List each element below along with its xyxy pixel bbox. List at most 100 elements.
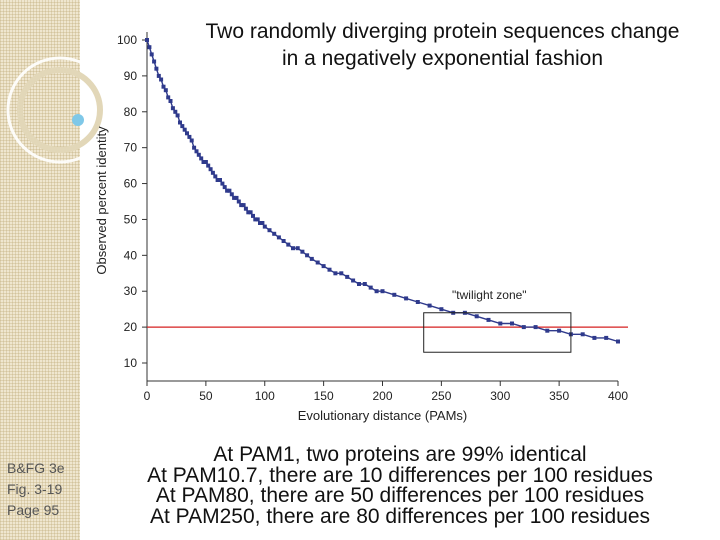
data-point <box>315 260 320 265</box>
data-point <box>187 134 192 139</box>
data-point <box>286 242 291 247</box>
data-point <box>362 282 367 286</box>
data-point <box>239 203 244 208</box>
y-tick-label: 10 <box>124 356 138 370</box>
data-point <box>192 145 197 150</box>
data-point <box>185 131 189 136</box>
data-point <box>295 246 300 251</box>
data-point <box>415 300 420 304</box>
y-tick-label: 90 <box>124 69 138 83</box>
data-point <box>345 274 350 279</box>
reference-line: Page 95 <box>7 502 60 518</box>
y-tick-label: 60 <box>124 177 138 191</box>
y-axis-label: Observed percent identity <box>94 126 109 275</box>
data-point <box>225 188 230 193</box>
data-point <box>251 213 255 218</box>
data-point <box>248 210 253 215</box>
data-point <box>241 203 246 208</box>
data-point <box>486 317 491 322</box>
data-point <box>145 38 149 42</box>
x-tick-label: 250 <box>431 389 451 403</box>
data-point <box>262 224 267 229</box>
data-point <box>194 149 199 154</box>
data-point <box>604 335 609 340</box>
y-tick-label: 80 <box>124 105 138 119</box>
data-point <box>368 285 373 290</box>
deco-ring-inner <box>17 67 103 153</box>
data-point <box>173 109 178 114</box>
note-line: At PAM1, two proteins are 99% identical <box>213 443 587 466</box>
deco-blue-dot <box>72 114 84 126</box>
data-point <box>616 339 620 344</box>
data-point <box>159 77 164 82</box>
data-point <box>272 231 277 236</box>
note-line: At PAM250, there are 80 differences per … <box>149 504 651 528</box>
data-point <box>291 246 295 251</box>
data-point-layer <box>145 38 620 344</box>
x-tick-label: 200 <box>372 389 392 403</box>
pam-identity-chart: 0 50 100 150 200 250 300 350 400 10 20 30 40 50 60 70 80… <box>94 32 628 423</box>
twilight-zone-box <box>423 312 572 353</box>
x-tick-label: 300 <box>490 389 510 403</box>
slide-title: Two randomly diverging protein sequences… <box>170 18 715 72</box>
data-point <box>234 195 239 200</box>
axis-layer: 0 50 100 150 200 250 300 350 400 10 20 30 40 50 60 70 80… <box>117 32 628 403</box>
data-point <box>392 292 397 297</box>
data-point <box>206 163 211 168</box>
data-point <box>154 66 159 71</box>
data-point <box>339 271 344 276</box>
data-point <box>149 52 154 57</box>
identity-curve <box>146 39 619 343</box>
data-point <box>163 88 168 93</box>
data-point <box>152 59 157 64</box>
data-point <box>147 45 152 50</box>
reference-line: B&FG 3e <box>7 460 65 476</box>
data-point <box>178 120 182 125</box>
data-point <box>182 127 187 132</box>
data-point <box>236 199 241 204</box>
data-point <box>267 228 272 233</box>
data-point <box>161 84 166 89</box>
y-tick-label: 70 <box>124 141 138 155</box>
twilight-zone-label: "twilight zone" <box>452 288 527 302</box>
data-point <box>170 106 175 111</box>
data-point <box>333 271 338 276</box>
y-tick-label: 100 <box>117 33 137 47</box>
data-point <box>533 325 538 330</box>
data-point <box>175 113 180 118</box>
data-point <box>321 264 326 269</box>
figure-reference: B&FG 3e Fig. 3-19 Page 95 <box>7 458 65 521</box>
data-point <box>208 167 213 172</box>
data-point <box>213 174 218 179</box>
data-point <box>374 289 379 294</box>
y-tick-label: 20 <box>124 320 138 334</box>
x-axis-label: Evolutionary distance (PAMs) <box>298 408 468 423</box>
data-point <box>189 138 194 143</box>
data-point <box>580 332 585 337</box>
data-point <box>227 188 232 193</box>
data-point <box>166 95 171 100</box>
data-point <box>232 195 237 200</box>
data-point <box>309 256 314 261</box>
data-point <box>380 289 385 294</box>
data-point <box>305 253 310 258</box>
data-point <box>168 99 173 103</box>
data-point <box>498 321 503 326</box>
y-tick-label: 30 <box>124 284 138 298</box>
data-point <box>218 178 222 182</box>
x-tick-label: 400 <box>608 389 628 403</box>
data-point <box>474 314 479 319</box>
data-point <box>203 160 208 164</box>
title-line-1: Two randomly diverging protein sequences… <box>205 20 680 43</box>
data-point <box>210 170 215 175</box>
data-point <box>439 307 444 312</box>
x-tick-label: 0 <box>144 389 151 403</box>
note-line: At PAM10.7, there are 10 differences per… <box>147 463 653 487</box>
x-tick-label: 150 <box>314 389 334 403</box>
data-point <box>327 267 332 272</box>
data-point <box>357 282 361 286</box>
data-point <box>557 328 562 333</box>
notes-block: At PAM1, two proteins are 99% identical … <box>100 443 700 528</box>
data-point <box>427 303 432 308</box>
note-line: At PAM80, there are 50 differences per 1… <box>155 484 645 507</box>
